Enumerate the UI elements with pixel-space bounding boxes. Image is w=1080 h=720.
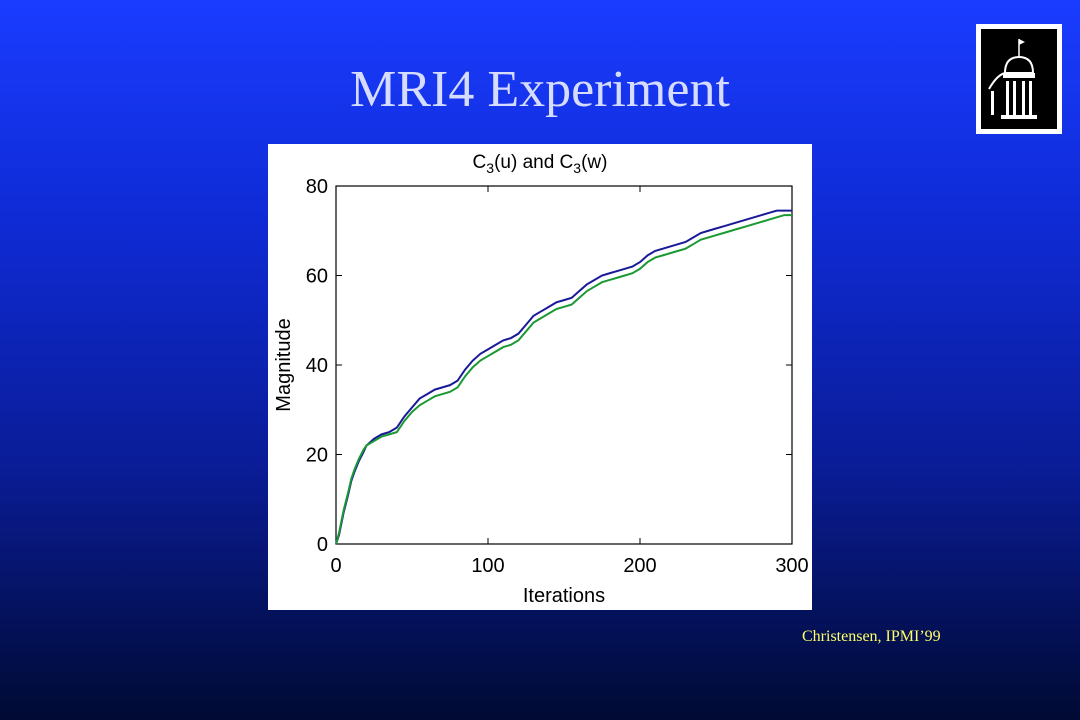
slide-title: MRI4 Experiment — [350, 61, 730, 118]
y-tick-label: 20 — [306, 445, 328, 467]
chart-title: C3(u) and C3(w) — [473, 152, 608, 176]
chart-title-sub1: 3 — [486, 160, 494, 176]
chart-figure: C3(u) and C3(w) 0 100 200 300 0 20 40 60 80 Iter… — [268, 144, 812, 610]
x-tick-label: 100 — [471, 555, 504, 577]
data-lines — [335, 209, 792, 545]
university-logo — [976, 24, 1062, 134]
plot-area — [335, 185, 793, 545]
chart-title-rest1: (u) and — [494, 152, 559, 173]
y-axis-label: Magnitude — [273, 318, 295, 411]
series-line-1 — [335, 209, 792, 545]
y-tick-label: 0 — [317, 534, 328, 556]
x-tick-label: 0 — [330, 555, 341, 577]
x-tick-label: 300 — [775, 555, 808, 577]
chart-title-rest2: (w) — [581, 152, 607, 173]
university-dome-logo-icon — [981, 29, 1057, 129]
series-line-2 — [335, 214, 792, 545]
x-axis-label: Iterations — [523, 585, 605, 607]
chart-title-c2: C — [560, 152, 574, 173]
chart-title-sub2: 3 — [573, 160, 581, 176]
y-tick-label: 80 — [306, 176, 328, 198]
x-tick-label: 200 — [623, 555, 656, 577]
citation-credit: Christensen, IPMI’99 — [802, 628, 941, 645]
y-tick-label: 40 — [306, 355, 328, 377]
chart-title-c1: C — [473, 152, 487, 173]
axis-ticks: 0 100 200 300 0 20 40 60 80 — [306, 176, 809, 577]
y-tick-label: 60 — [306, 266, 328, 288]
